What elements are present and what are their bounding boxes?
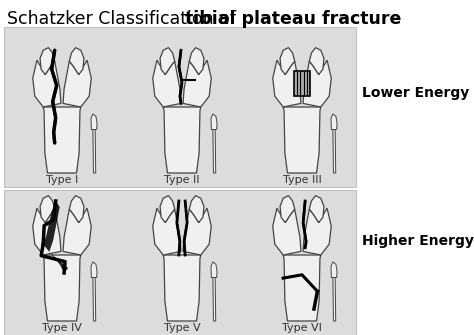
- Polygon shape: [183, 60, 211, 107]
- Polygon shape: [331, 262, 337, 277]
- Polygon shape: [33, 60, 61, 107]
- Polygon shape: [280, 196, 295, 222]
- Polygon shape: [91, 114, 97, 130]
- Polygon shape: [163, 107, 201, 173]
- Polygon shape: [333, 130, 336, 173]
- FancyBboxPatch shape: [4, 27, 356, 187]
- Polygon shape: [160, 196, 175, 222]
- Polygon shape: [163, 255, 201, 321]
- Polygon shape: [63, 208, 91, 255]
- Polygon shape: [33, 208, 61, 255]
- Text: tibial plateau fracture: tibial plateau fracture: [185, 10, 401, 28]
- Text: Lower Energy: Lower Energy: [362, 86, 469, 100]
- Polygon shape: [283, 255, 321, 321]
- Text: Type III: Type III: [283, 175, 321, 185]
- Text: Higher Energy: Higher Energy: [362, 234, 474, 248]
- Polygon shape: [189, 48, 204, 75]
- Polygon shape: [69, 48, 84, 75]
- Polygon shape: [310, 48, 324, 75]
- Polygon shape: [331, 114, 337, 130]
- Polygon shape: [273, 208, 301, 255]
- Polygon shape: [303, 208, 331, 255]
- Polygon shape: [40, 196, 55, 222]
- FancyBboxPatch shape: [4, 190, 356, 335]
- Text: Type II: Type II: [164, 175, 200, 185]
- Polygon shape: [273, 60, 301, 107]
- Polygon shape: [302, 201, 307, 248]
- Polygon shape: [333, 277, 336, 321]
- Text: Type V: Type V: [164, 323, 201, 333]
- Polygon shape: [189, 196, 204, 222]
- Polygon shape: [183, 208, 211, 255]
- Polygon shape: [211, 114, 217, 130]
- Polygon shape: [91, 262, 97, 277]
- Text: Type IV: Type IV: [42, 323, 82, 333]
- Polygon shape: [280, 48, 295, 75]
- Polygon shape: [63, 60, 91, 107]
- Text: Type I: Type I: [46, 175, 78, 185]
- Polygon shape: [43, 201, 68, 273]
- Polygon shape: [178, 50, 183, 104]
- Polygon shape: [40, 48, 55, 75]
- Polygon shape: [211, 262, 217, 277]
- Polygon shape: [43, 255, 81, 321]
- Polygon shape: [160, 48, 175, 75]
- Text: Type VI: Type VI: [282, 323, 322, 333]
- Polygon shape: [93, 277, 96, 321]
- Polygon shape: [183, 201, 188, 255]
- Polygon shape: [310, 196, 324, 222]
- Polygon shape: [303, 60, 331, 107]
- Polygon shape: [176, 201, 181, 255]
- Polygon shape: [69, 196, 84, 222]
- Polygon shape: [213, 277, 216, 321]
- Polygon shape: [153, 60, 181, 107]
- Polygon shape: [213, 130, 216, 173]
- Text: Schatzker Classification of: Schatzker Classification of: [7, 10, 241, 28]
- Polygon shape: [50, 50, 58, 143]
- Polygon shape: [293, 71, 310, 96]
- Polygon shape: [93, 130, 96, 173]
- Polygon shape: [43, 107, 81, 173]
- Polygon shape: [283, 107, 321, 173]
- Polygon shape: [153, 208, 181, 255]
